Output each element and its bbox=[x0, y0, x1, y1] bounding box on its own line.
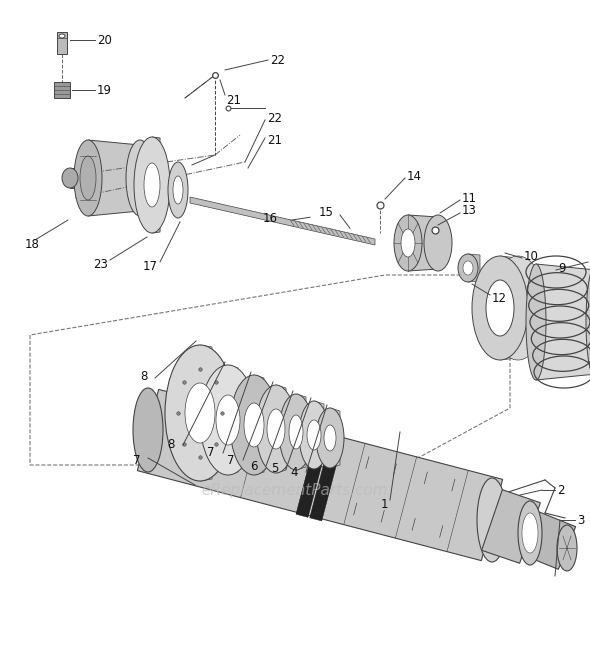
Text: 13: 13 bbox=[462, 204, 477, 217]
Text: 9: 9 bbox=[558, 261, 565, 275]
Text: 19: 19 bbox=[97, 83, 112, 97]
Ellipse shape bbox=[518, 501, 542, 565]
Polygon shape bbox=[88, 140, 140, 216]
Polygon shape bbox=[57, 32, 67, 54]
Polygon shape bbox=[190, 197, 375, 245]
Ellipse shape bbox=[267, 409, 285, 449]
Ellipse shape bbox=[256, 385, 296, 473]
Ellipse shape bbox=[401, 229, 415, 257]
Ellipse shape bbox=[316, 408, 344, 468]
Polygon shape bbox=[481, 489, 540, 563]
Text: 21: 21 bbox=[267, 133, 282, 147]
Ellipse shape bbox=[59, 34, 65, 38]
Polygon shape bbox=[276, 385, 286, 473]
Ellipse shape bbox=[472, 256, 528, 360]
Polygon shape bbox=[228, 365, 238, 475]
Ellipse shape bbox=[165, 345, 235, 481]
Text: 8: 8 bbox=[168, 438, 175, 451]
Text: 11: 11 bbox=[462, 191, 477, 204]
Ellipse shape bbox=[244, 403, 264, 447]
Ellipse shape bbox=[74, 140, 102, 216]
Ellipse shape bbox=[463, 261, 473, 275]
Text: 10: 10 bbox=[524, 250, 539, 263]
Ellipse shape bbox=[126, 140, 154, 216]
Text: 20: 20 bbox=[97, 34, 112, 47]
Ellipse shape bbox=[490, 256, 546, 360]
Ellipse shape bbox=[62, 168, 78, 188]
Ellipse shape bbox=[477, 478, 507, 562]
Text: 7: 7 bbox=[228, 453, 235, 466]
Text: 22: 22 bbox=[270, 53, 285, 66]
Ellipse shape bbox=[185, 383, 215, 443]
Text: 17: 17 bbox=[143, 260, 158, 273]
Text: 21: 21 bbox=[226, 93, 241, 106]
Polygon shape bbox=[137, 390, 503, 560]
Text: 7: 7 bbox=[133, 453, 140, 466]
Polygon shape bbox=[330, 408, 340, 468]
Polygon shape bbox=[522, 512, 576, 570]
Text: 6: 6 bbox=[251, 459, 258, 472]
Text: 5: 5 bbox=[271, 463, 278, 476]
Ellipse shape bbox=[486, 280, 514, 336]
Ellipse shape bbox=[168, 162, 188, 218]
Polygon shape bbox=[310, 433, 344, 521]
Polygon shape bbox=[70, 168, 88, 188]
Ellipse shape bbox=[216, 395, 240, 445]
Ellipse shape bbox=[586, 264, 590, 380]
Ellipse shape bbox=[299, 401, 329, 469]
Text: 14: 14 bbox=[407, 170, 422, 183]
Polygon shape bbox=[536, 264, 590, 380]
Ellipse shape bbox=[522, 513, 538, 553]
Text: 4: 4 bbox=[290, 466, 298, 478]
Ellipse shape bbox=[279, 394, 313, 470]
Text: 16: 16 bbox=[263, 212, 278, 225]
Polygon shape bbox=[296, 429, 330, 517]
Ellipse shape bbox=[394, 215, 422, 271]
Text: 12: 12 bbox=[492, 292, 507, 304]
Ellipse shape bbox=[144, 163, 160, 207]
Polygon shape bbox=[54, 82, 70, 98]
Polygon shape bbox=[200, 345, 212, 481]
Ellipse shape bbox=[80, 156, 96, 200]
Text: 2: 2 bbox=[557, 484, 565, 497]
Polygon shape bbox=[296, 394, 306, 470]
Text: 18: 18 bbox=[25, 237, 40, 250]
Text: 22: 22 bbox=[267, 112, 282, 124]
Polygon shape bbox=[468, 254, 480, 282]
Text: 7: 7 bbox=[208, 447, 215, 459]
Text: eReplacementParts.com: eReplacementParts.com bbox=[202, 482, 388, 497]
Polygon shape bbox=[254, 375, 264, 475]
Ellipse shape bbox=[200, 365, 256, 475]
Ellipse shape bbox=[173, 176, 183, 204]
Text: 3: 3 bbox=[577, 514, 584, 526]
Polygon shape bbox=[314, 401, 324, 469]
Ellipse shape bbox=[324, 425, 336, 451]
Text: 1: 1 bbox=[381, 499, 388, 512]
Polygon shape bbox=[500, 256, 518, 360]
Ellipse shape bbox=[230, 375, 278, 475]
Text: 8: 8 bbox=[140, 369, 148, 382]
Text: 23: 23 bbox=[93, 258, 108, 271]
Polygon shape bbox=[152, 137, 160, 233]
Ellipse shape bbox=[134, 137, 170, 233]
Text: 15: 15 bbox=[319, 206, 334, 219]
Ellipse shape bbox=[458, 254, 478, 282]
Ellipse shape bbox=[557, 525, 577, 571]
Ellipse shape bbox=[424, 215, 452, 271]
Ellipse shape bbox=[133, 388, 163, 472]
Ellipse shape bbox=[526, 264, 546, 380]
Ellipse shape bbox=[307, 420, 321, 450]
Ellipse shape bbox=[289, 415, 303, 449]
Polygon shape bbox=[408, 215, 438, 271]
